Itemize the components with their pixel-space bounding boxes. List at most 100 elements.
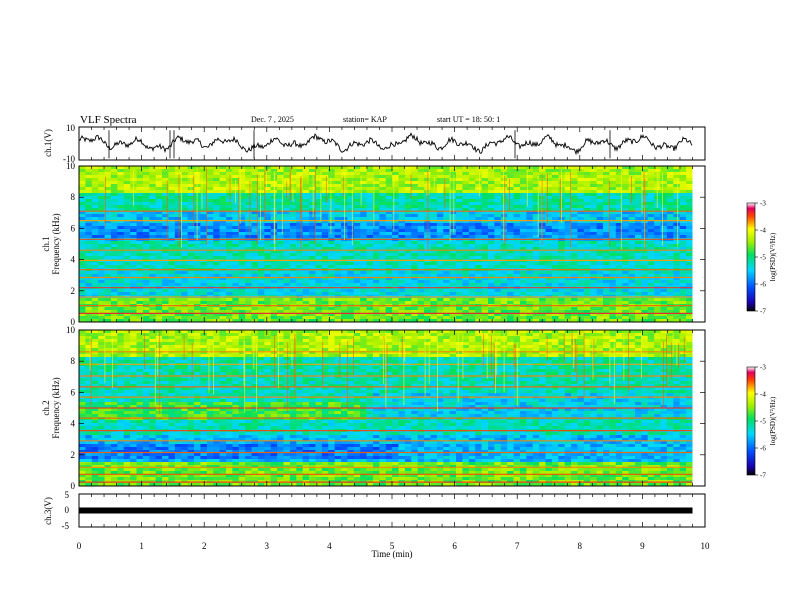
spectrogram-cell bbox=[142, 166, 150, 170]
spectrogram-cell bbox=[456, 175, 463, 179]
spectrogram-cell bbox=[494, 271, 502, 275]
spectrogram-cell bbox=[417, 175, 425, 179]
spectrogram-cell bbox=[564, 274, 572, 278]
spectrogram-cell bbox=[85, 175, 93, 179]
spectrogram-cell bbox=[104, 292, 112, 296]
spectrogram-cell bbox=[392, 280, 399, 284]
spectrogram-cell bbox=[571, 187, 578, 191]
spectrogram-cell bbox=[462, 184, 470, 188]
spectrogram-cell bbox=[289, 283, 297, 287]
spectrogram-cell bbox=[194, 241, 201, 245]
spectrogram-cell bbox=[545, 316, 553, 320]
spectrogram-cell bbox=[289, 175, 297, 179]
spectrogram-cell bbox=[436, 187, 444, 191]
spectrogram-cell bbox=[417, 187, 425, 191]
spectrogram-cell bbox=[571, 247, 578, 251]
spectrogram-cell bbox=[136, 277, 144, 281]
spectrogram-cell bbox=[372, 190, 380, 194]
spectrogram-cell bbox=[206, 250, 214, 254]
spectrogram-cell bbox=[666, 178, 674, 182]
spectrogram-cell bbox=[219, 250, 227, 254]
spectrogram-cell bbox=[679, 235, 687, 239]
spectrogram-cell bbox=[564, 256, 572, 260]
spectrogram-cell bbox=[609, 283, 617, 287]
spectrogram-cell bbox=[309, 247, 316, 251]
spectrogram-cell bbox=[251, 166, 259, 170]
spectrogram-cell bbox=[277, 265, 284, 269]
spectrogram-cell bbox=[462, 250, 470, 254]
spectrogram-cell bbox=[98, 313, 105, 317]
spectrogram-cell bbox=[571, 223, 578, 227]
spectrogram-cell bbox=[155, 166, 163, 170]
spectrogram-cell bbox=[487, 223, 495, 227]
spectrogram-cell bbox=[436, 190, 444, 194]
spectrogram-cell bbox=[571, 280, 578, 284]
spectrogram-cell bbox=[526, 175, 534, 179]
spectrogram-cell bbox=[404, 262, 412, 266]
spectrogram-cell bbox=[392, 310, 399, 314]
spectrogram-cell bbox=[162, 205, 169, 209]
spectrogram-cell bbox=[283, 166, 291, 170]
spectrogram-cell bbox=[603, 235, 610, 239]
spectrogram-cell bbox=[168, 172, 176, 176]
spectrogram-cell bbox=[628, 166, 636, 170]
spectrogram-cell bbox=[123, 217, 131, 221]
spectrogram-cell bbox=[309, 310, 316, 314]
spectrogram-cell bbox=[91, 196, 99, 200]
spectrogram-cell bbox=[596, 199, 604, 203]
spectrogram-cell bbox=[545, 181, 553, 185]
spectrogram-cell bbox=[98, 202, 105, 206]
spectrogram-cell bbox=[232, 313, 240, 317]
spectrogram-cell bbox=[257, 172, 265, 176]
spectrogram-cell bbox=[443, 196, 451, 200]
spectrogram-cell bbox=[545, 292, 553, 296]
spectrogram-cell bbox=[91, 247, 99, 251]
spectrogram-cell bbox=[123, 274, 131, 278]
spectrogram-cell bbox=[666, 175, 674, 179]
spectrogram-cell bbox=[366, 247, 374, 251]
spectrogram-cell bbox=[539, 205, 546, 209]
spectrogram-cell bbox=[641, 313, 649, 317]
spectrogram-cell bbox=[149, 250, 157, 254]
spectrogram-cell bbox=[149, 196, 157, 200]
spectrogram-cell bbox=[628, 220, 636, 224]
spectrogram-cell bbox=[225, 280, 233, 284]
spectrogram-cell bbox=[379, 262, 387, 266]
spectrogram-cell bbox=[634, 292, 642, 296]
spectrogram-cell bbox=[315, 289, 323, 293]
spectrogram-cell bbox=[366, 310, 374, 314]
spectrogram-cell bbox=[257, 253, 265, 257]
spectrogram-cell bbox=[289, 217, 297, 221]
spectrogram-cell bbox=[417, 181, 425, 185]
spectrogram-cell bbox=[181, 316, 189, 320]
spectrogram-cell bbox=[392, 262, 399, 266]
spectrogram-cell bbox=[136, 316, 144, 320]
spectrogram-cell bbox=[162, 211, 169, 215]
spectrogram-cell bbox=[430, 313, 438, 317]
spectrogram-cell bbox=[142, 313, 150, 317]
spectrogram-cell bbox=[366, 172, 374, 176]
spectrogram-cell bbox=[571, 178, 578, 182]
spectrogram-cell bbox=[539, 271, 546, 275]
spectrogram-cell bbox=[379, 232, 387, 236]
spectrogram-cell bbox=[302, 313, 310, 317]
spectrogram-cell bbox=[596, 190, 604, 194]
spectrogram-cell bbox=[577, 298, 585, 302]
spectrogram-cell bbox=[551, 241, 559, 245]
spectrogram-cell bbox=[558, 226, 566, 230]
spectrogram-cell bbox=[162, 307, 169, 311]
spectrogram-cell bbox=[181, 169, 189, 173]
spectrogram-cell bbox=[168, 313, 176, 317]
spectrogram-cell bbox=[341, 301, 348, 305]
spectrogram-cell bbox=[622, 217, 629, 221]
spectrogram-cell bbox=[257, 214, 265, 218]
spectrogram-cell bbox=[507, 307, 514, 311]
spectrogram-cell bbox=[564, 262, 572, 266]
spectrogram-cell bbox=[85, 178, 93, 182]
spectrogram-cell bbox=[251, 289, 259, 293]
spectrogram-cell bbox=[302, 217, 310, 221]
spectrogram-cell bbox=[622, 214, 629, 218]
spectrogram-cell bbox=[519, 265, 527, 269]
spectrogram-cell bbox=[353, 313, 361, 317]
spectrogram-cell bbox=[430, 226, 438, 230]
